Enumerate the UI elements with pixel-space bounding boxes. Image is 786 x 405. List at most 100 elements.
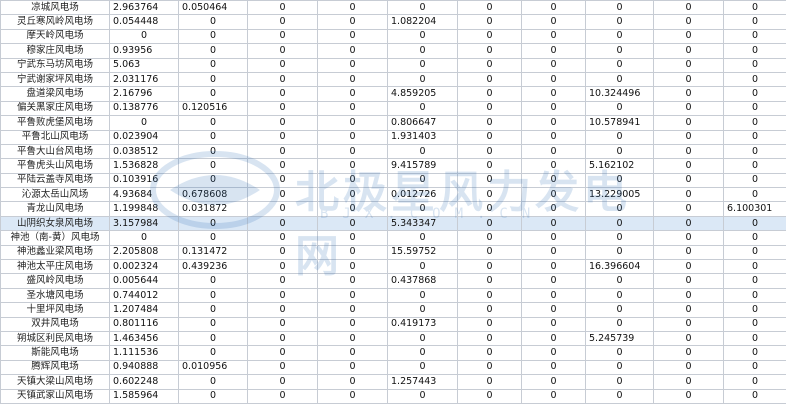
cell-c6[interactable]: 15.59752 xyxy=(387,244,458,261)
cell-c8[interactable]: 0 xyxy=(521,273,586,289)
cell-c10[interactable]: 0 xyxy=(653,57,724,73)
cell-c8[interactable]: 0 xyxy=(521,172,586,189)
cell-c11[interactable]: 0 xyxy=(723,172,786,189)
cell-c2[interactable]: 3.157984 xyxy=(109,215,179,232)
cell-c10[interactable]: 0 xyxy=(653,115,724,131)
cell-c3[interactable]: 0 xyxy=(178,172,248,189)
cell-c11[interactable]: 0 xyxy=(723,374,786,390)
table-row[interactable]: 神池太平庄风电场 0.002324 0.439236 0 0 0 0 0 16.396604 0 0 xyxy=(0,259,786,275)
cell-c10[interactable]: 0 xyxy=(653,374,724,390)
cell-c9[interactable]: 0 xyxy=(585,43,654,59)
cell-c2[interactable]: 2.205808 xyxy=(109,244,179,261)
cell-c4[interactable]: 0 xyxy=(247,129,318,145)
cell-station-name[interactable]: 凉城风电场 xyxy=(0,0,110,16)
cell-c10[interactable]: 0 xyxy=(653,259,724,275)
cell-c5[interactable]: 0 xyxy=(317,316,388,332)
cell-c8[interactable]: 0 xyxy=(521,43,586,59)
cell-c8[interactable]: 0 xyxy=(521,374,586,390)
cell-station-name[interactable]: 盘道梁风电场 xyxy=(0,86,110,102)
table-row[interactable]: 十里坪风电场 1.207484 0 0 0 0 0 0 0 0 0 xyxy=(0,302,786,318)
cell-c3[interactable]: 0 xyxy=(178,302,248,318)
cell-c4[interactable]: 0 xyxy=(247,86,318,102)
cell-c6[interactable]: 0 xyxy=(387,259,458,275)
table-row[interactable]: 偏关黑家庄风电场 0.138776 0.120516 0 0 0 0 0 0 0 0 xyxy=(0,100,786,117)
table-row[interactable]: 盘道梁风电场 2.16796 0 0 0 4.859205 0 0 10.324496 0 0 xyxy=(0,86,786,102)
cell-c11[interactable]: 0 xyxy=(723,129,786,145)
cell-c11[interactable]: 0 xyxy=(723,115,786,131)
cell-c8[interactable]: 0 xyxy=(521,316,586,332)
cell-c5[interactable]: 0 xyxy=(317,388,388,404)
cell-c3[interactable]: 0 xyxy=(178,345,248,361)
cell-c9[interactable]: 10.578941 xyxy=(585,115,654,131)
cell-c4[interactable]: 0 xyxy=(247,345,318,361)
cell-c2[interactable]: 1.111536 xyxy=(109,345,179,361)
cell-c3[interactable]: 0 xyxy=(178,316,248,332)
cell-c6[interactable]: 0 xyxy=(387,287,458,304)
cell-c4[interactable]: 0 xyxy=(247,100,318,117)
cell-c6[interactable]: 0 xyxy=(387,230,458,246)
cell-station-name[interactable]: 天镇大梁山风电场 xyxy=(0,374,110,390)
cell-c5[interactable]: 0 xyxy=(317,273,388,289)
cell-c5[interactable]: 0 xyxy=(317,302,388,318)
cell-c6[interactable]: 0 xyxy=(387,388,458,404)
cell-c5[interactable]: 0 xyxy=(317,129,388,145)
cell-c5[interactable]: 0 xyxy=(317,100,388,117)
cell-c5[interactable]: 0 xyxy=(317,187,388,203)
cell-c2[interactable]: 1.536828 xyxy=(109,158,179,174)
cell-c7[interactable]: 0 xyxy=(457,57,522,73)
cell-c9[interactable]: 0 xyxy=(585,0,654,16)
cell-c6[interactable]: 5.343347 xyxy=(387,215,458,232)
cell-station-name[interactable]: 神池（南-黄）风电场 xyxy=(0,230,110,246)
cell-c11[interactable]: 0 xyxy=(723,57,786,73)
cell-c9[interactable]: 0 xyxy=(585,316,654,332)
cell-c6[interactable]: 1.257443 xyxy=(387,374,458,390)
cell-c7[interactable]: 0 xyxy=(457,273,522,289)
cell-c3[interactable]: 0.131472 xyxy=(178,244,248,261)
cell-c4[interactable]: 0 xyxy=(247,201,318,217)
cell-c7[interactable]: 0 xyxy=(457,28,522,45)
table-row[interactable]: 平鲁虎头山风电场 1.536828 0 0 0 9.415789 0 0 5.162102 0 0 xyxy=(0,158,786,174)
cell-c8[interactable]: 0 xyxy=(521,187,586,203)
cell-c5[interactable]: 0 xyxy=(317,201,388,217)
cell-c3[interactable]: 0 xyxy=(178,158,248,174)
cell-station-name[interactable]: 山阴织女泉风电场 xyxy=(0,215,110,232)
table-row[interactable]: 凉城风电场 2.963764 0.050464 0 0 0 0 0 0 0 0 xyxy=(0,0,786,16)
cell-c7[interactable]: 0 xyxy=(457,244,522,261)
cell-c9[interactable]: 0 xyxy=(585,244,654,261)
cell-c4[interactable]: 0 xyxy=(247,230,318,246)
cell-c2[interactable]: 0.801116 xyxy=(109,316,179,332)
cell-c10[interactable]: 0 xyxy=(653,287,724,304)
cell-c3[interactable]: 0.439236 xyxy=(178,259,248,275)
cell-station-name[interactable]: 神池太平庄风电场 xyxy=(0,259,110,275)
cell-c3[interactable]: 0 xyxy=(178,43,248,59)
cell-station-name[interactable]: 宁武东马坊风电场 xyxy=(0,57,110,73)
cell-c7[interactable]: 0 xyxy=(457,129,522,145)
cell-c5[interactable]: 0 xyxy=(317,28,388,45)
table-row[interactable]: 宁武东马坊风电场 5.063 0 0 0 0 0 0 0 0 0 xyxy=(0,57,786,73)
cell-c5[interactable]: 0 xyxy=(317,230,388,246)
cell-c10[interactable]: 0 xyxy=(653,28,724,45)
cell-c11[interactable]: 0 xyxy=(723,71,786,88)
cell-c11[interactable]: 0 xyxy=(723,259,786,275)
cell-c3[interactable]: 0 xyxy=(178,115,248,131)
cell-c10[interactable]: 0 xyxy=(653,359,724,376)
cell-c4[interactable]: 0 xyxy=(247,14,318,30)
cell-c2[interactable]: 2.963764 xyxy=(109,0,179,16)
cell-c3[interactable]: 0 xyxy=(178,28,248,45)
cell-station-name[interactable]: 摩天岭风电场 xyxy=(0,28,110,45)
cell-c10[interactable]: 0 xyxy=(653,143,724,160)
cell-c8[interactable]: 0 xyxy=(521,330,586,347)
cell-c4[interactable]: 0 xyxy=(247,374,318,390)
cell-c9[interactable]: 16.396604 xyxy=(585,259,654,275)
cell-c9[interactable]: 0 xyxy=(585,100,654,117)
table-row[interactable]: 斯能风电场 1.111536 0 0 0 0 0 0 0 0 0 xyxy=(0,345,786,361)
cell-c10[interactable]: 0 xyxy=(653,330,724,347)
cell-c11[interactable]: 0 xyxy=(723,287,786,304)
cell-c3[interactable]: 0 xyxy=(178,215,248,232)
cell-c2[interactable]: 5.063 xyxy=(109,57,179,73)
cell-c6[interactable]: 0.806647 xyxy=(387,115,458,131)
cell-c3[interactable]: 0 xyxy=(178,14,248,30)
cell-c10[interactable]: 0 xyxy=(653,86,724,102)
cell-c9[interactable]: 0 xyxy=(585,273,654,289)
cell-c6[interactable]: 0.012726 xyxy=(387,187,458,203)
